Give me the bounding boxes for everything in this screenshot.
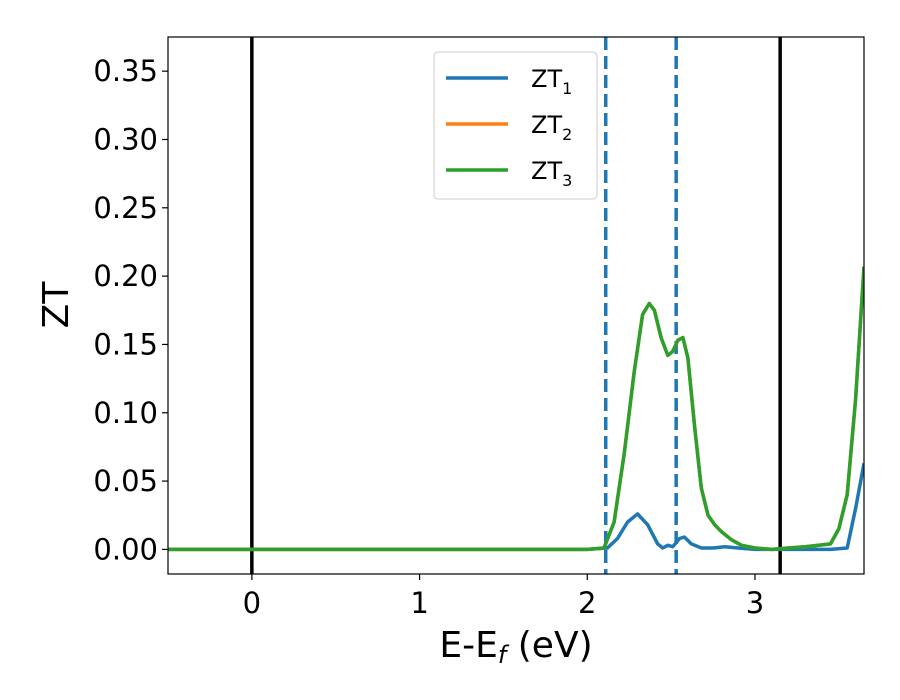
- y-tick-label-7: 0.35: [93, 54, 158, 88]
- series-line-2: [168, 266, 864, 552]
- y-tick-label-6: 0.30: [93, 122, 158, 156]
- x-tick-label-0: 0: [243, 586, 261, 620]
- x-tick-label-1: 1: [410, 586, 428, 620]
- series-line-3: [168, 266, 864, 552]
- y-tick-label-3: 0.15: [93, 327, 158, 361]
- y-tick-label-2: 0.10: [93, 396, 158, 430]
- x-axis-title: E-Ef (eV): [439, 625, 592, 669]
- y-axis-title: ZT: [36, 281, 77, 329]
- x-tick-label-2: 2: [578, 586, 596, 620]
- x-axis-title-main: E-E: [439, 625, 497, 666]
- y-tick-label-0: 0.00: [93, 532, 158, 566]
- x-tick-label-3: 3: [746, 586, 764, 620]
- y-tick-label-4: 0.20: [93, 259, 158, 293]
- legend-box: [433, 51, 598, 200]
- legend-label-2: ZT2: [531, 111, 572, 144]
- legend-label-3: ZT3: [531, 157, 572, 190]
- series-line-1: [168, 462, 864, 552]
- plot-frame: [167, 36, 865, 575]
- x-axis-title-unit: (eV): [506, 625, 592, 666]
- y-tick-label-5: 0.25: [93, 191, 158, 225]
- legend: ZT1 ZT2 ZT3: [433, 51, 598, 200]
- legend-label-1: ZT1: [531, 65, 572, 98]
- y-tick-label-1: 0.05: [93, 464, 158, 498]
